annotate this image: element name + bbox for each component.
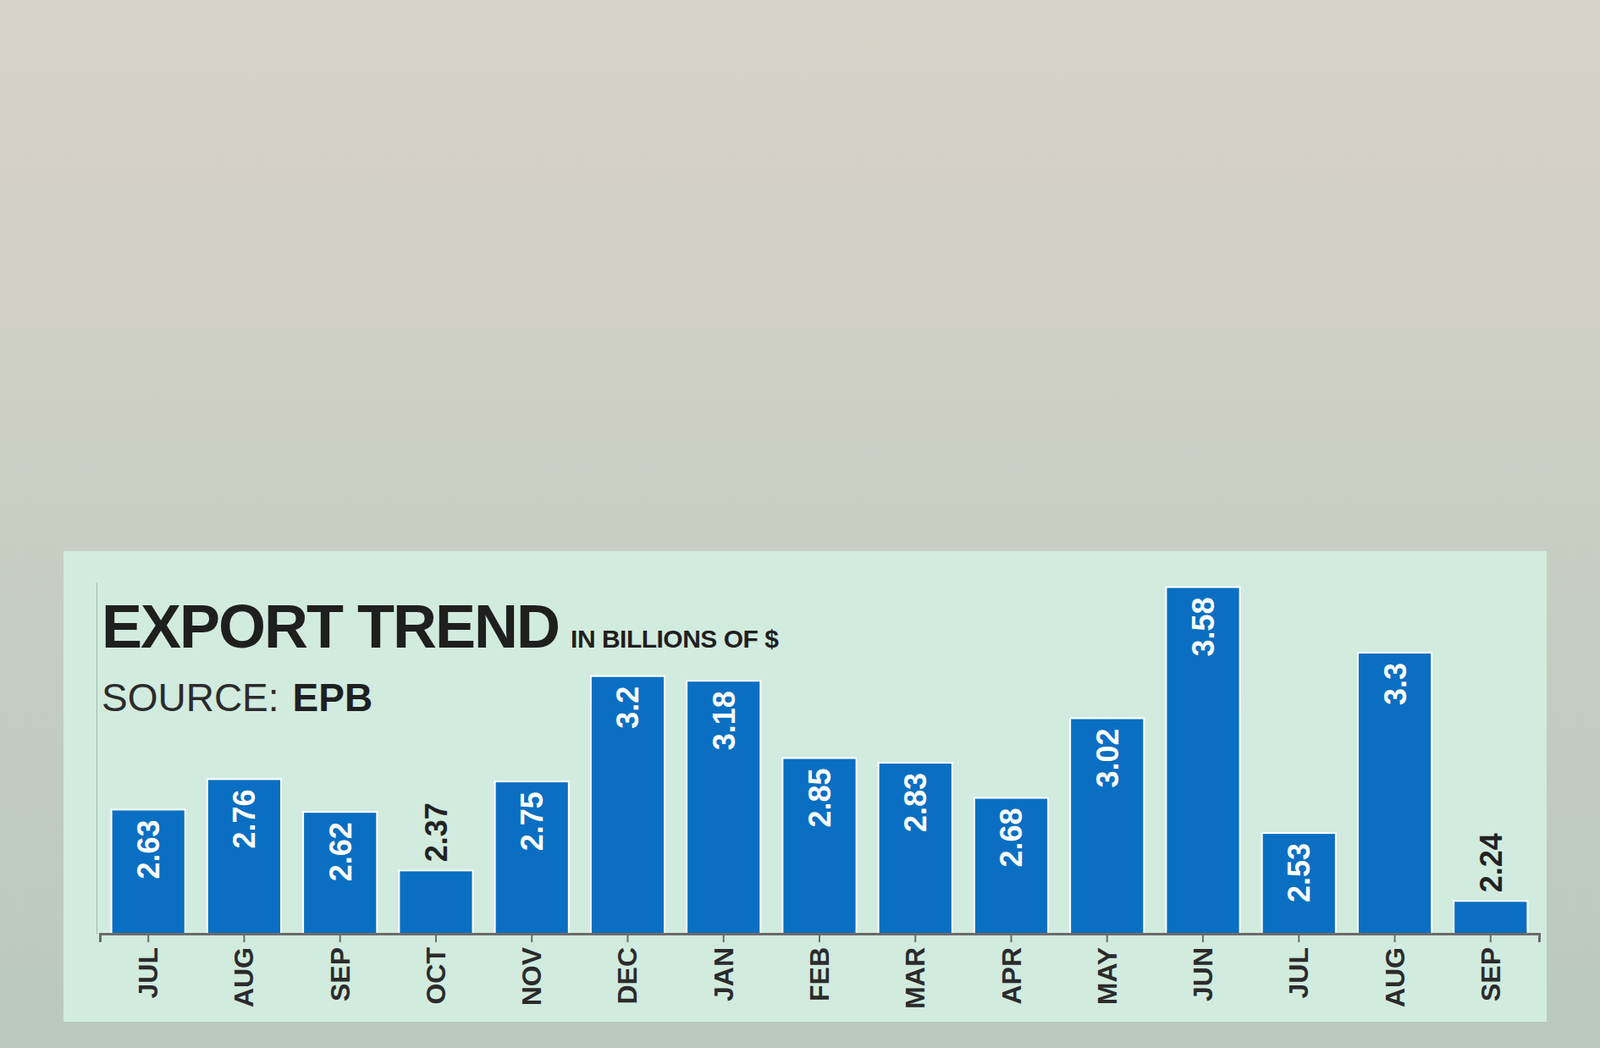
bar: [878, 762, 953, 934]
bar: [303, 811, 377, 934]
data-label: 2.53: [1281, 843, 1317, 903]
y-axis-line: [96, 583, 98, 935]
bar: [111, 809, 186, 934]
data-label: 2.85: [802, 768, 838, 828]
x-axis: JUL AUG SEP OCT NOV DEC JAN FEB MAR APR MAY JUN JUL A…: [100, 933, 1540, 1010]
tick-mark: [1394, 933, 1396, 943]
tick-mark: [435, 933, 437, 943]
tick: APR: [996, 933, 1027, 1005]
tick-label: FEB: [804, 947, 835, 1002]
bar: [495, 781, 569, 934]
bar: [1165, 587, 1240, 934]
tick-label: MAY: [1092, 947, 1123, 1005]
tick: JUN: [1187, 933, 1219, 1002]
tick: SEP: [325, 933, 356, 1002]
data-label: 2.76: [226, 788, 262, 849]
tick-label: JUL: [1283, 947, 1314, 999]
data-label: 2.37: [419, 802, 454, 862]
data-label: 3.18: [706, 690, 742, 751]
tick-label: AUG: [228, 947, 260, 1008]
tick-label: MAR: [899, 947, 931, 1010]
data-label: 2.62: [323, 822, 359, 882]
tick-label: JAN: [708, 947, 740, 1002]
tick: AUG: [1379, 933, 1411, 1008]
tick-mark: [1489, 933, 1492, 943]
tick: DEC: [612, 933, 643, 1005]
tick-label: JUN: [1187, 947, 1219, 1002]
data-label: 2.75: [514, 791, 550, 851]
data-label: 2.83: [898, 772, 933, 833]
tick-label: APR: [996, 947, 1027, 1005]
chart: JUL AUG SEP OCT NOV DEC JAN FEB MAR APR MAY JUN JUL A…: [0, 0, 1600, 1048]
bar: [1262, 833, 1336, 934]
source-label: SOURCE:: [101, 675, 280, 720]
panel: [63, 551, 1547, 1022]
tick-label: SEP: [325, 947, 356, 1002]
tick-label: DEC: [612, 947, 643, 1005]
subtitle: IN BILLIONS OF $: [570, 624, 779, 653]
tick-mark: [1202, 933, 1204, 943]
tick-label: OCT: [420, 947, 452, 1005]
tick-mark: [722, 933, 725, 943]
bar: [1453, 900, 1528, 934]
bar: [1070, 717, 1144, 934]
tick-label: AUG: [1379, 947, 1411, 1008]
data-label: 2.24: [1473, 833, 1509, 893]
title: EXPORT TREND: [101, 592, 559, 661]
tick-mark: [242, 933, 245, 943]
bar: [207, 778, 282, 934]
tick: MAY: [1092, 933, 1123, 1005]
y-axis: [96, 583, 98, 935]
source: EPB: [292, 675, 374, 720]
x-axis-line: [100, 934, 1540, 944]
tick-mark: [818, 933, 821, 943]
bar: [1357, 652, 1432, 934]
data-label: 3.02: [1090, 728, 1126, 788]
data-label: 3.2: [610, 686, 646, 729]
tick-mark: [1010, 933, 1013, 943]
tick-label: JUL: [132, 947, 164, 999]
tick: JUL: [132, 933, 164, 999]
bar: [782, 758, 856, 935]
tick: OCT: [420, 933, 452, 1005]
tick-label: NOV: [516, 946, 547, 1006]
bar: [398, 870, 473, 934]
data-label: 2.68: [993, 808, 1029, 868]
tick-mark: [626, 933, 629, 943]
tick: MAR: [899, 933, 931, 1010]
bar: [686, 680, 761, 934]
data-label: 3.58: [1186, 597, 1221, 657]
tick-mark: [1106, 933, 1109, 943]
tick: NOV: [516, 933, 547, 1006]
tick: SEP: [1475, 933, 1507, 1002]
tick: FEB: [804, 933, 835, 1002]
tick-mark: [530, 933, 533, 943]
data-label: 3.3: [1378, 662, 1413, 706]
tick-mark: [339, 933, 342, 943]
background: [0, 0, 1600, 1048]
tick: JUL: [1283, 933, 1314, 999]
bar: [590, 676, 665, 934]
tick: AUG: [228, 933, 260, 1008]
data-label: 2.63: [131, 819, 166, 879]
tick-mark: [147, 933, 149, 943]
tick-label: SEP: [1475, 947, 1507, 1002]
tick-mark: [914, 933, 916, 943]
tick: JAN: [708, 933, 740, 1002]
tick-mark: [1297, 933, 1300, 943]
bar: [974, 798, 1049, 934]
